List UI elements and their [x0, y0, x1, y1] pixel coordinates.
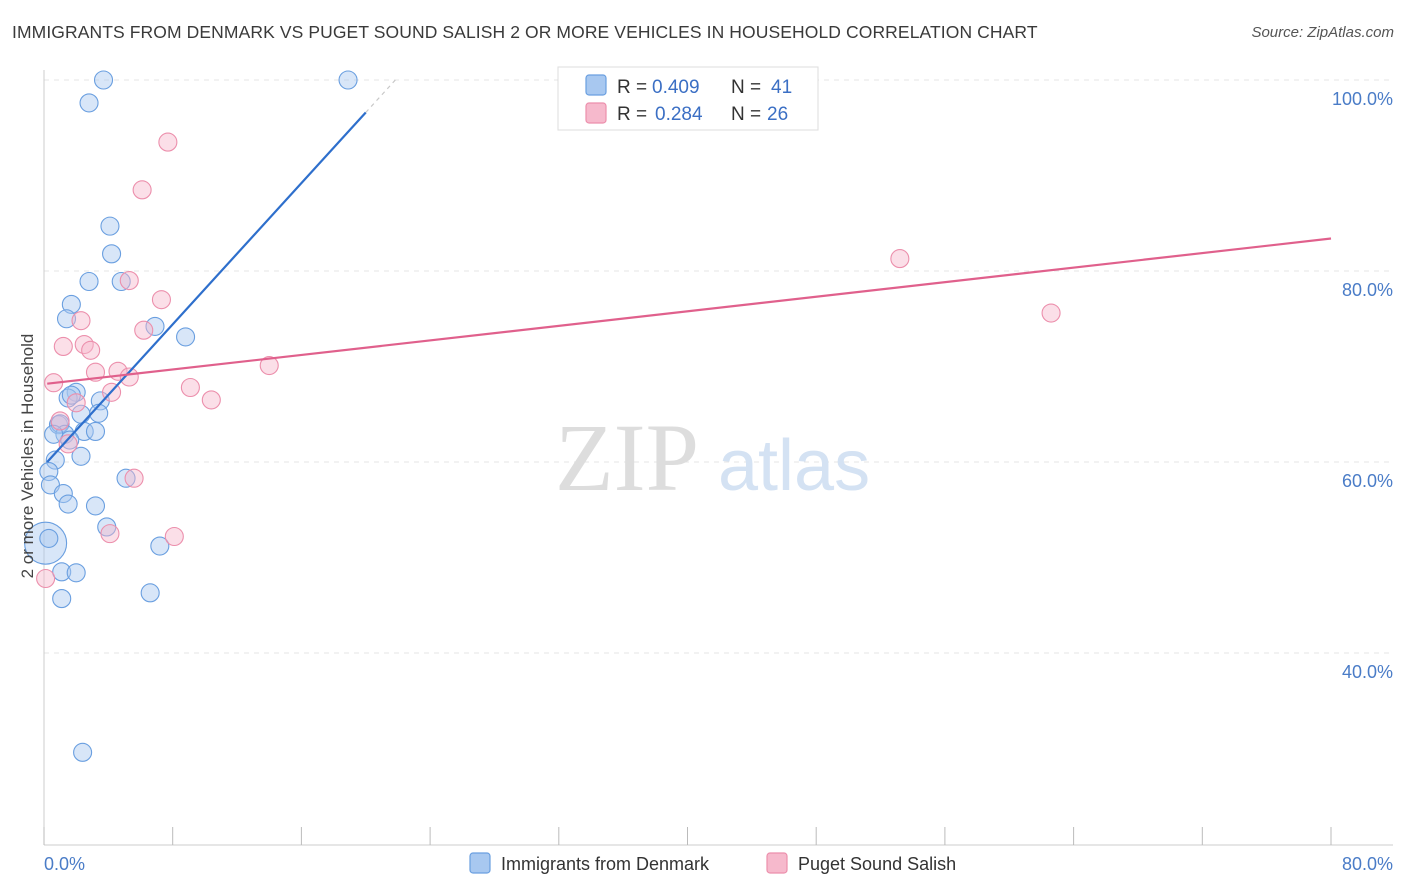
watermark-atlas: atlas [718, 426, 870, 506]
point-denmark [56, 309, 77, 329]
point-salish [50, 411, 70, 431]
x-tick-label-min: 0.0% [44, 854, 85, 874]
stats-legend: R = 0.409 N = 41 R = 0.284 N = 26 [557, 66, 819, 131]
y-tick-labels: 100.0% 80.0% 60.0% 40.0% [1332, 89, 1393, 682]
legend-swatch-salish [585, 102, 607, 124]
point-salish [180, 377, 200, 398]
series-legend-swatch-salish [766, 852, 788, 874]
point-denmark [61, 294, 81, 314]
point-salish [890, 249, 910, 269]
trend-line-salish [47, 237, 1332, 385]
trend-line-denmark [46, 111, 367, 463]
series-legend: Immigrants from Denmark Puget Sound Sali… [469, 852, 956, 874]
y-tick-label: 100.0% [1332, 89, 1393, 109]
point-salish [58, 434, 78, 454]
point-salish [36, 568, 56, 589]
point-denmark [176, 327, 196, 347]
legend-n-value-salish: 26 [767, 104, 788, 125]
series-legend-label-denmark: Immigrants from Denmark [501, 854, 710, 874]
series-legend-label-salish: Puget Sound Salish [798, 854, 956, 874]
y-tick-label: 60.0% [1342, 471, 1393, 491]
point-denmark [85, 496, 106, 516]
point-salish [100, 524, 120, 544]
legend-r-label-salish: R = [617, 104, 647, 125]
legend-n-label-salish: N = [731, 104, 761, 125]
point-denmark [66, 563, 86, 583]
legend-n-label-denmark: N = [731, 77, 761, 98]
point-denmark [145, 316, 165, 336]
data-points [24, 70, 1061, 762]
x-tick-label-max: 80.0% [1342, 854, 1393, 874]
legend-swatch-denmark [585, 74, 607, 96]
point-salish [259, 355, 279, 376]
point-denmark [79, 271, 99, 292]
point-denmark [52, 562, 72, 582]
point-denmark [39, 528, 59, 548]
point-salish [71, 311, 91, 331]
watermark-zip: ZIP [555, 404, 699, 511]
point-salish [66, 393, 86, 413]
point-denmark [338, 70, 358, 90]
point-salish [132, 180, 152, 200]
point-salish [53, 336, 73, 356]
point-denmark [102, 244, 122, 264]
legend-n-value-denmark: 41 [771, 77, 792, 98]
point-denmark [53, 483, 73, 504]
legend-r-label-denmark: R = [617, 77, 647, 98]
point-denmark [79, 93, 99, 113]
point-denmark [58, 494, 78, 514]
y-axis-title: 2 or more Vehicles in Household [18, 334, 37, 579]
point-salish [158, 132, 178, 152]
axes [43, 70, 1393, 846]
trend-lines [46, 76, 1332, 463]
point-salish [1041, 303, 1061, 323]
legend-r-value-denmark: 0.409 [652, 77, 700, 98]
legend-r-value-salish: 0.284 [655, 104, 703, 125]
chart-title: IMMIGRANTS FROM DENMARK VS PUGET SOUND S… [12, 22, 1038, 42]
point-denmark [116, 468, 136, 488]
point-salish [119, 270, 139, 291]
point-denmark [93, 70, 114, 90]
series-legend-swatch-denmark [469, 852, 491, 874]
watermark: ZIP atlas [555, 404, 870, 511]
point-denmark [140, 583, 160, 603]
point-denmark [111, 271, 131, 292]
point-salish [124, 468, 144, 488]
point-denmark [45, 450, 65, 470]
point-denmark [100, 216, 120, 236]
point-salish [134, 320, 154, 340]
y-tick-label: 80.0% [1342, 280, 1393, 300]
grid-lines [44, 79, 1393, 654]
point-denmark [73, 742, 93, 762]
trend-line-denmark-extension [365, 76, 399, 113]
point-salish [164, 526, 184, 547]
y-tick-label: 40.0% [1342, 662, 1393, 682]
point-salish [201, 390, 221, 410]
point-salish [151, 290, 171, 310]
point-denmark [85, 421, 106, 441]
point-denmark [52, 589, 72, 609]
point-denmark [71, 446, 91, 466]
point-salish [81, 340, 101, 360]
point-salish [119, 367, 139, 387]
point-denmark [150, 536, 170, 556]
chart-source: Source: ZipAtlas.com [1251, 24, 1394, 41]
